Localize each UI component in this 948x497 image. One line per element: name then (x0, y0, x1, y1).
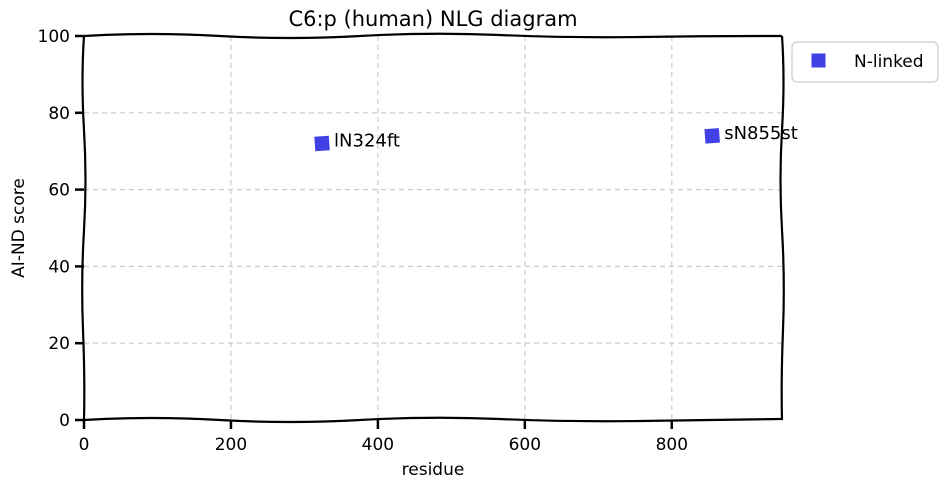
point-label: lN324ft (334, 131, 400, 152)
plot-frame-right (779, 35, 785, 421)
y-tick-label: 60 (48, 181, 70, 201)
grid-lines (84, 36, 782, 420)
x-tick-label: 800 (656, 435, 688, 455)
y-tick-label: 100 (38, 27, 70, 47)
data-point (314, 135, 330, 152)
y-tick-label: 40 (48, 257, 70, 277)
plot-frame-left (81, 35, 87, 421)
axis-ticks: 0 200 400 600 800 0 20 40 60 80 100 (38, 27, 688, 455)
chart-title: C6:p (human) NLG diagram (288, 7, 577, 31)
legend: N-linked (791, 41, 939, 83)
x-tick-label: 600 (509, 435, 541, 455)
legend-box (791, 41, 939, 83)
data-points (314, 128, 720, 152)
legend-marker (811, 53, 826, 68)
plot-frame-bottom (83, 416, 783, 424)
x-tick-label: 200 (215, 435, 247, 455)
legend-entry: N-linked (854, 52, 924, 72)
x-tick-label: 0 (79, 435, 90, 455)
x-tick-label: 400 (362, 435, 394, 455)
x-axis-label: residue (402, 460, 465, 480)
y-tick-label: 80 (48, 104, 70, 124)
y-tick-label: 20 (48, 334, 70, 354)
plot-frame (81, 32, 785, 424)
data-point (704, 128, 720, 144)
point-label: sN855st (724, 123, 798, 144)
y-axis-label: AI-ND score (9, 178, 29, 278)
plot-frame-top (83, 32, 783, 40)
y-tick-label: 0 (59, 411, 70, 431)
point-labels: lN324ft sN855st (334, 123, 798, 152)
